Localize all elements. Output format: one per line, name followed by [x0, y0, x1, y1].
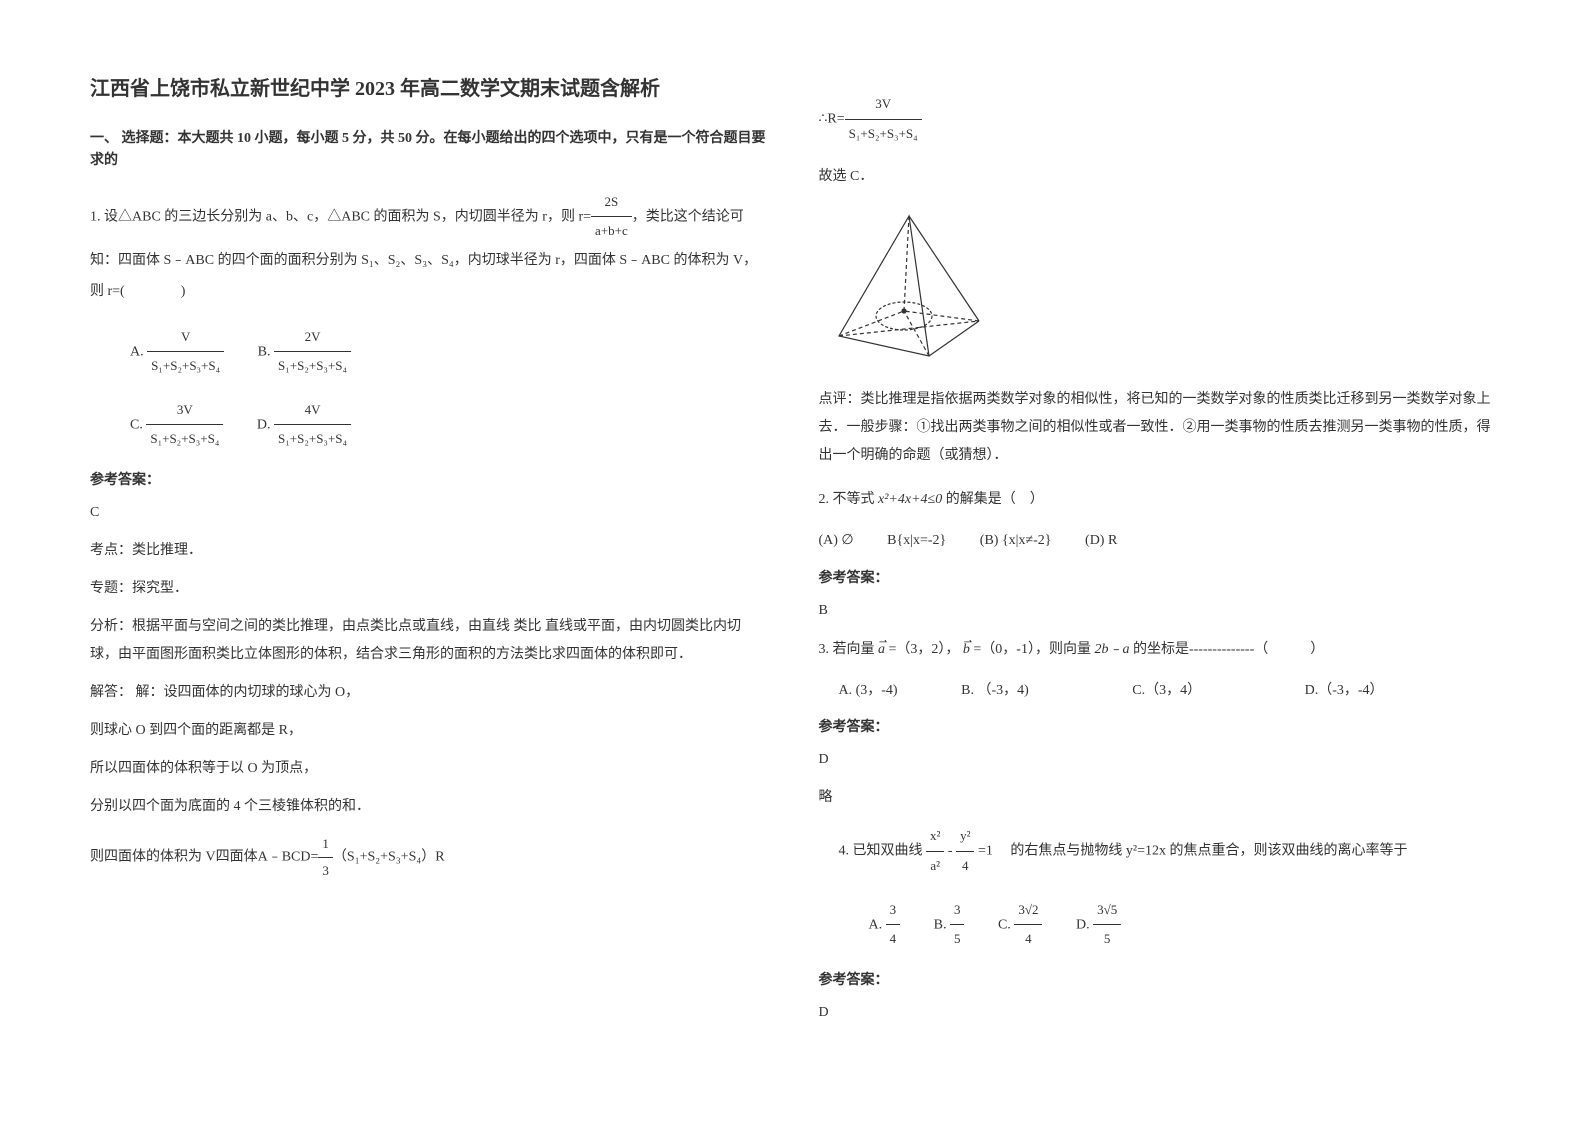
guxuan: 故选 C． [819, 163, 1498, 191]
document-title: 江西省上饶市私立新世纪中学 2023 年高二数学文期末试题含解析 [90, 75, 769, 103]
right-column: ∴R= 3V S₁+S₂+S₃+S₄ 故选 C． 点评：类比推理是指依据两类数学… [819, 75, 1498, 1047]
opt-d-label: D. [257, 417, 271, 432]
opt-a-label: A. [130, 344, 144, 359]
q2-opt-b: B{x|x=-2} [887, 526, 946, 557]
q3-opt-a: A. (3，-4) [839, 676, 898, 707]
q3-opt-c: C.（3，4） [1132, 676, 1201, 707]
q1-option-b: B. 2V S₁+S₂+S₃+S₄ [258, 323, 351, 381]
opt-a-frac: V S₁+S₂+S₃+S₄ [147, 323, 224, 381]
q1-formula-prefix: r= [578, 209, 591, 224]
q3-opt-d: D.（-3，-4） [1305, 676, 1384, 707]
q1-option-a: A. V S₁+S₂+S₃+S₄ [130, 323, 224, 381]
q1-jieda1: 解答： 解：设四面体的内切球的球心为 O， [90, 679, 769, 707]
q4-options: A. 34 B. 35 C. 3√24 D. 3√55 [819, 896, 1498, 954]
q1-option-d: D. 4V S₁+S₂+S₃+S₄ [257, 396, 351, 454]
q2-opt-c: (B) {x|x≠-2} [980, 526, 1052, 557]
q4-opt-a: A. 34 [869, 896, 901, 954]
q2-answer: B [819, 597, 1498, 625]
q3-answer: D [819, 746, 1498, 774]
q1-fenxi: 分析：根据平面与空间之间的类比推理，由点类比点或直线，由直线 类比 直线或平面，… [90, 613, 769, 669]
question-1: 1. 设△ABC 的三边长分别为 a、b、c，△ABC 的面积为 S，内切圆半径… [90, 188, 769, 308]
q3-answer-label: 参考答案： [819, 716, 1498, 736]
opt-c-label: C. [130, 417, 143, 432]
q1-frac-num: 2S [591, 188, 632, 218]
question-4: 4. 已知双曲线 x² a² - y² 4 =1 的右焦点与抛物线 y²=12x… [819, 822, 1498, 880]
section-1-header: 一、 选择题：本大题共 10 小题，每小题 5 分，共 50 分。在每小题给出的… [90, 128, 769, 173]
q1-fraction: 2S a+b+c [591, 188, 632, 246]
tetrahedron-diagram [819, 206, 1498, 371]
q2-formula: x²+4x+4≤0 [878, 492, 942, 507]
q1-jieda3: 所以四面体的体积等于以 O 为顶点， [90, 755, 769, 783]
q4-opt-b: B. 35 [934, 896, 965, 954]
opt-b-label: B. [258, 344, 271, 359]
q2-options: (A) ∅ B{x|x=-2} (B) {x|x≠-2} (D) R [819, 526, 1498, 557]
q1-answer: C [90, 499, 769, 527]
q1-text: 1. 设△ABC 的三边长分别为 a、b、c，△ABC 的面积为 S，内切圆半径… [90, 209, 575, 224]
question-2: 2. 不等式 x²+4x+4≤0 的解集是（ ） [819, 485, 1498, 516]
q1-options-row1: A. V S₁+S₂+S₃+S₄ B. 2V S₁+S₂+S₃+S₄ [90, 323, 769, 381]
q1-kaodian: 考点：类比推理． [90, 537, 769, 565]
q1-frac-den: a+b+c [591, 217, 632, 246]
dianping: 点评：类比推理是指依据两类数学对象的相似性，将已知的一类数学对象的性质类比迁移到… [819, 386, 1498, 470]
opt-c-frac: 3V S₁+S₂+S₃+S₄ [146, 396, 223, 454]
question-3: 3. 若向量 ⇀a =（3，2）， ⇀b =（0，-1），则向量 2b﹣a 的坐… [819, 635, 1498, 666]
q2-answer-label: 参考答案： [819, 567, 1498, 587]
q4-opt-d: D. 3√55 [1076, 896, 1121, 954]
q1-options-row2: C. 3V S₁+S₂+S₃+S₄ D. 4V S₁+S₂+S₃+S₄ [90, 396, 769, 454]
q1-zhuanti: 专题：探究型． [90, 575, 769, 603]
r-formula: ∴R= 3V S₁+S₂+S₃+S₄ [819, 90, 1498, 148]
q1-answer-label: 参考答案： [90, 469, 769, 489]
opt-b-frac: 2V S₁+S₂+S₃+S₄ [274, 323, 351, 381]
q1-jieda4: 分别以四个面为底面的 4 个三棱锥体积的和． [90, 793, 769, 821]
q1-jieda5: 则四面体的体积为 V四面体A﹣BCD= 1 3 （S₁+S₂+S₃+S₄）R [90, 831, 769, 884]
q1-jieda2: 则球心 O 到四个面的距离都是 R， [90, 717, 769, 745]
q1-option-c: C. 3V S₁+S₂+S₃+S₄ [130, 396, 223, 454]
q2-opt-d: (D) R [1085, 526, 1117, 557]
opt-d-frac: 4V S₁+S₂+S₃+S₄ [274, 396, 351, 454]
q4-answer-label: 参考答案： [819, 969, 1498, 989]
q4-opt-c: C. 3√24 [998, 896, 1042, 954]
q3-opt-b: B. （-3，4) [961, 676, 1029, 707]
q2-opt-a: (A) ∅ [819, 526, 854, 557]
q4-answer: D [819, 999, 1498, 1027]
left-column: 江西省上饶市私立新世纪中学 2023 年高二数学文期末试题含解析 一、 选择题：… [90, 75, 769, 1047]
q3-options: A. (3，-4) B. （-3，4) C.（3，4） D.（-3，-4） [819, 676, 1498, 707]
q3-lue: 略 [819, 784, 1498, 812]
